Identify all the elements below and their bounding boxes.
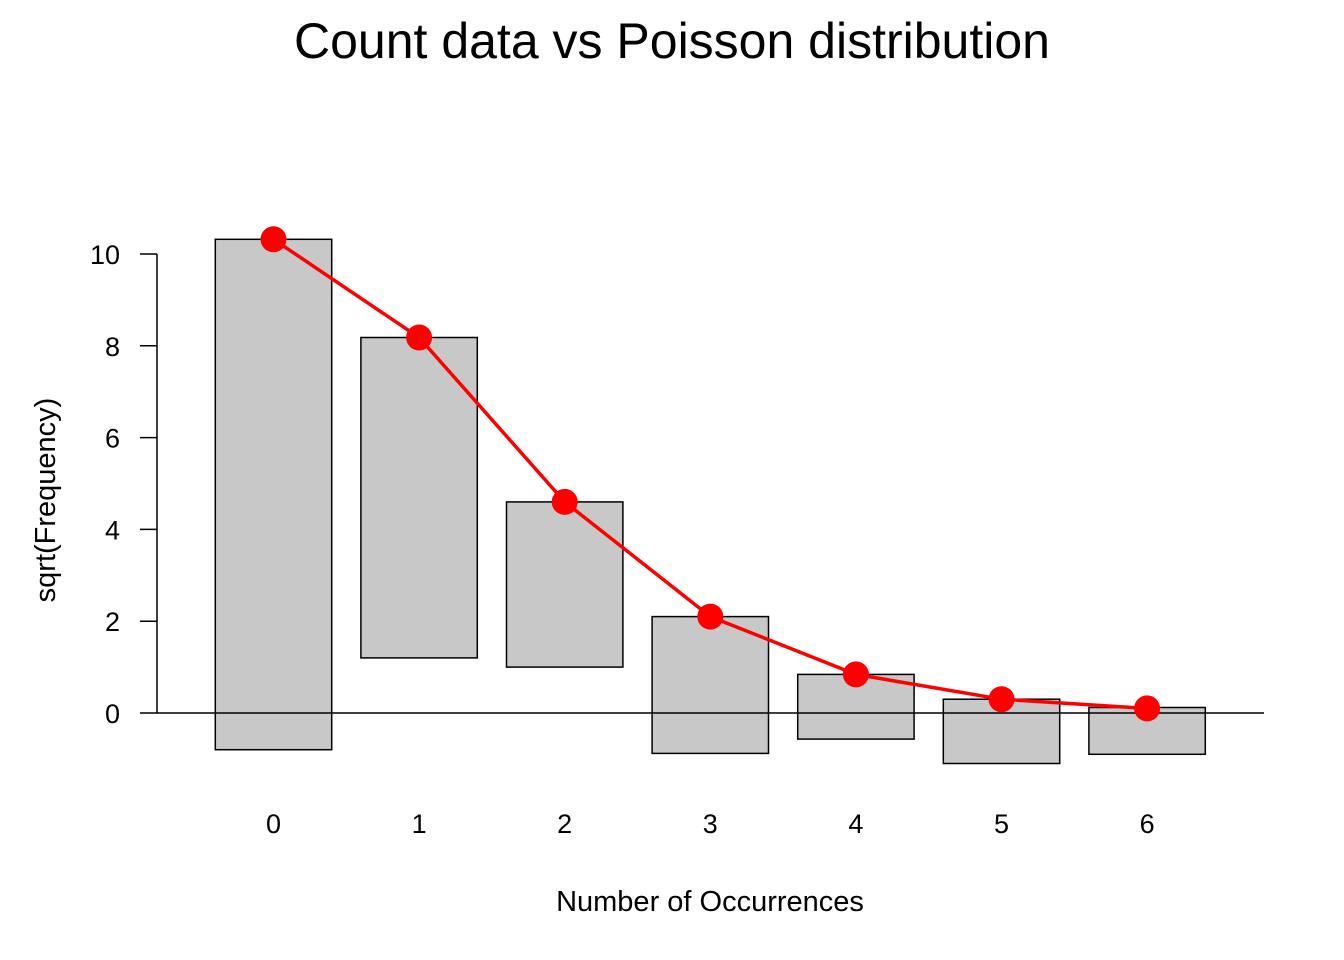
y-tick-label: 2 [105,607,120,637]
expected-point-5 [988,686,1015,713]
y-tick-label: 10 [90,240,120,270]
y-axis: 0 2 4 6 8 10 [90,240,158,729]
expected-line-group [260,226,1161,722]
y-tick-label: 8 [105,332,120,362]
y-tick-label: 6 [105,424,120,454]
chart-title: Count data vs Poisson distribution [294,13,1050,69]
x-tick-label: 3 [703,809,718,839]
bar-6 [1088,706,1207,756]
expected-point-6 [1134,695,1161,722]
bar-2 [505,501,624,668]
x-tick-label: 2 [557,809,572,839]
y-tick-label: 0 [105,699,120,729]
x-tick-label: 6 [1140,809,1155,839]
x-axis-label: Number of Occurrences [556,886,864,918]
expected-point-2 [551,488,578,515]
bars-group [214,238,1207,765]
expected-point-0 [260,226,287,253]
x-tick-label: 0 [266,809,281,839]
x-tick-labels: 0 1 2 3 4 5 6 [266,809,1155,839]
bar-0 [214,238,333,751]
x-tick-label: 1 [412,809,427,839]
expected-point-4 [842,661,869,688]
expected-point-3 [697,603,724,630]
y-axis-label: sqrt(Frequency) [30,398,62,603]
x-tick-label: 4 [848,809,863,839]
bar-1 [360,336,479,659]
bar-3 [651,615,770,755]
x-tick-label: 5 [994,809,1009,839]
expected-point-1 [406,324,433,351]
y-tick-label: 4 [105,515,120,545]
